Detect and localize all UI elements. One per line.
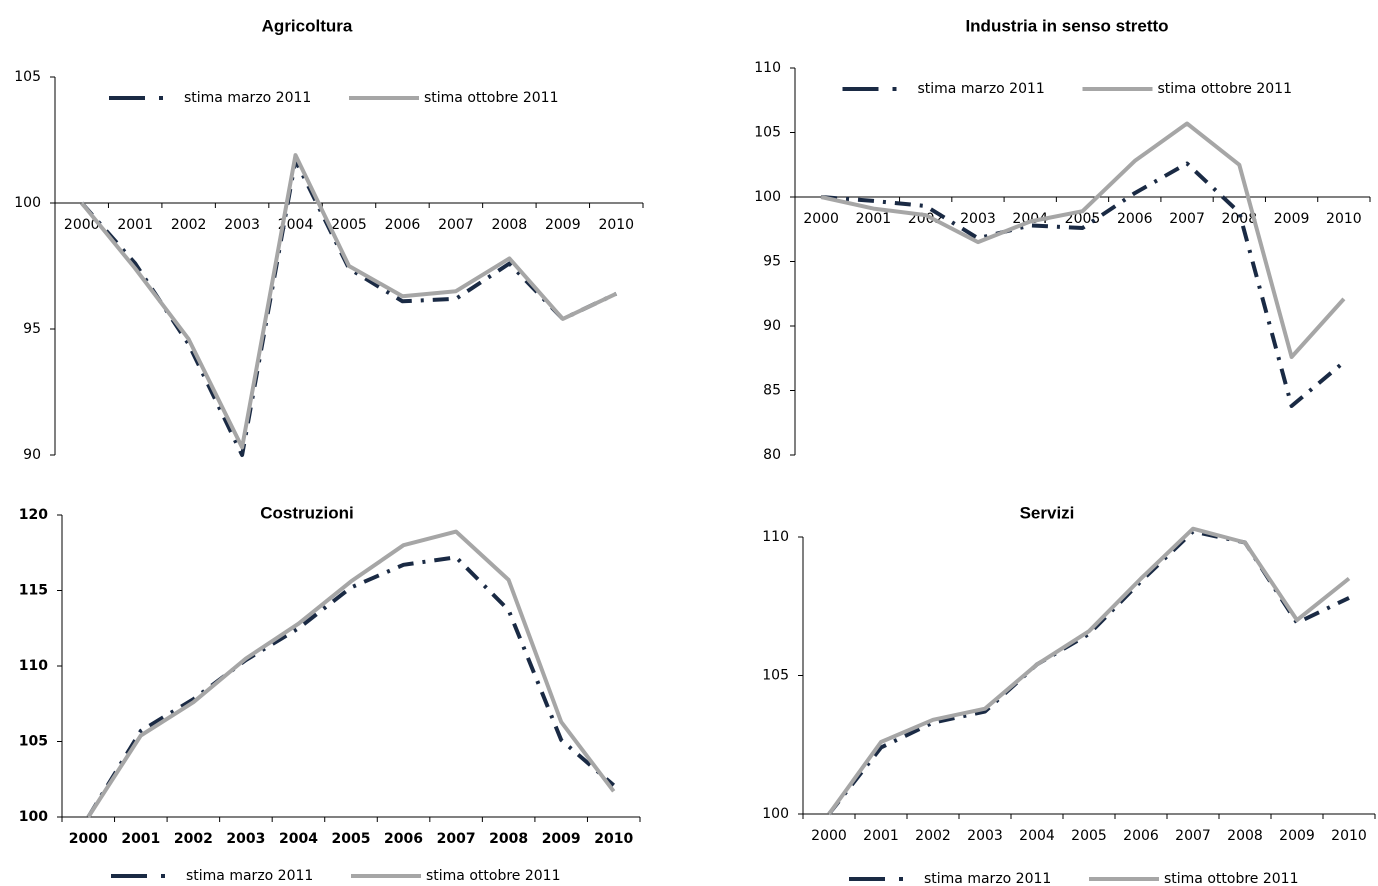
chart-title: Agricoltura (262, 16, 353, 35)
series-line (86, 529, 616, 819)
legend-label: stima ottobre 2011 (1158, 81, 1292, 97)
x-tick-label: 2008 (492, 217, 528, 233)
x-tick-label: 2005 (332, 831, 371, 847)
chart-title: Servizi (1020, 503, 1075, 522)
x-tick-label: 2003 (226, 831, 265, 847)
x-tick-label: 2004 (278, 217, 314, 233)
legend: stima marzo 2011 stima ottobre 2011 (849, 871, 1298, 886)
x-tick-label: 2008 (489, 831, 528, 847)
x-tick-label: 2007 (1175, 828, 1211, 844)
x-tick-label: 2002 (915, 828, 951, 844)
legend-label: stima marzo 2011 (924, 871, 1051, 886)
x-tick-label: 2010 (594, 831, 633, 847)
x-tick-label: 2009 (545, 217, 581, 233)
x-tick-label: 2003 (967, 828, 1003, 844)
chart: Servizi 100 105 110 2000 2001 2002 2003 2004 2005… (762, 503, 1376, 886)
x-tick-label: 2000 (803, 211, 839, 227)
series-line (827, 529, 1350, 816)
y-tick-label: 105 (762, 668, 789, 684)
x-tick-label: 2000 (69, 831, 108, 847)
chart: Costruzioni 100 105 110 115 120 2000 2001 2002 20… (19, 503, 641, 884)
x-tick-label: 2003 (224, 217, 260, 233)
x-tick-label: 2007 (437, 831, 476, 847)
legend: stima marzo 2011 stima ottobre 2011 (109, 90, 558, 106)
x-tick-label: 2004 (1019, 828, 1055, 844)
legend-label: stima ottobre 2011 (426, 868, 560, 884)
chart-title: Costruzioni (260, 503, 354, 522)
x-tick-label: 2007 (1169, 211, 1205, 227)
y-tick-label: 90 (23, 447, 41, 463)
y-tick-label: 105 (14, 69, 41, 85)
x-tick-label: 2007 (438, 217, 474, 233)
x-tick-label: 2003 (960, 211, 996, 227)
series-line (820, 161, 1346, 408)
legend-label: stima marzo 2011 (918, 81, 1045, 97)
x-tick-label: 2010 (1331, 828, 1367, 844)
x-tick-label: 2006 (1123, 828, 1159, 844)
y-tick-label: 100 (19, 809, 48, 825)
y-tick-label: 115 (19, 583, 48, 599)
series-line (86, 555, 616, 819)
y-tick-label: 110 (19, 658, 48, 674)
legend-label: stima ottobre 2011 (1164, 871, 1298, 886)
legend-label: stima marzo 2011 (186, 868, 313, 884)
x-tick-label: 2008 (1227, 828, 1263, 844)
y-tick-label: 100 (762, 806, 789, 822)
x-tick-label: 2010 (598, 217, 634, 233)
x-tick-label: 2009 (1279, 828, 1315, 844)
x-tick-label: 2010 (1326, 211, 1362, 227)
series-line (827, 526, 1351, 816)
legend: stima marzo 2011 stima ottobre 2011 (842, 81, 1292, 97)
chart-title: Industria in senso stretto (965, 16, 1168, 35)
x-tick-label: 2006 (384, 831, 423, 847)
chart: Agricoltura 90 95 100 105 2000 2001 2002 2003 200… (14, 16, 644, 463)
y-tick-label: 85 (763, 383, 781, 399)
x-tick-label: 2004 (279, 831, 318, 847)
y-tick-label: 95 (23, 321, 41, 337)
y-tick-label: 110 (762, 529, 789, 545)
x-tick-label: 2006 (1117, 211, 1153, 227)
y-tick-label: 95 (763, 254, 781, 270)
y-tick-label: 100 (754, 189, 781, 205)
x-tick-label: 2000 (64, 217, 100, 233)
y-tick-label: 110 (754, 60, 781, 76)
y-tick-label: 105 (19, 734, 48, 750)
y-tick-label: 90 (763, 318, 781, 334)
x-tick-label: 2009 (542, 831, 581, 847)
legend-label: stima marzo 2011 (184, 90, 311, 106)
x-tick-label: 2001 (117, 217, 153, 233)
chart: Industria in senso stretto 80 85 90 95 100 105… (754, 16, 1371, 463)
y-tick-label: 80 (763, 447, 781, 463)
x-tick-label: 2001 (863, 828, 899, 844)
x-tick-label: 2001 (121, 831, 160, 847)
x-tick-label: 2009 (1274, 211, 1310, 227)
x-tick-label: 2005 (331, 217, 367, 233)
x-tick-label: 2005 (1065, 211, 1101, 227)
series-line (820, 121, 1346, 359)
legend-label: stima ottobre 2011 (424, 90, 558, 106)
x-tick-label: 2006 (385, 217, 421, 233)
x-tick-label: 2000 (811, 828, 847, 844)
x-tick-label: 2008 (1221, 211, 1257, 227)
x-tick-label: 2002 (171, 217, 207, 233)
series-line (80, 153, 618, 450)
y-tick-label: 100 (14, 195, 41, 211)
legend: stima marzo 2011 stima ottobre 2011 (111, 868, 560, 884)
y-tick-label: 120 (19, 507, 48, 523)
y-tick-label: 105 (754, 125, 781, 141)
x-tick-label: 2005 (1071, 828, 1107, 844)
x-tick-label: 2002 (174, 831, 213, 847)
x-tick-label: 2001 (856, 211, 892, 227)
series-line (80, 158, 618, 457)
